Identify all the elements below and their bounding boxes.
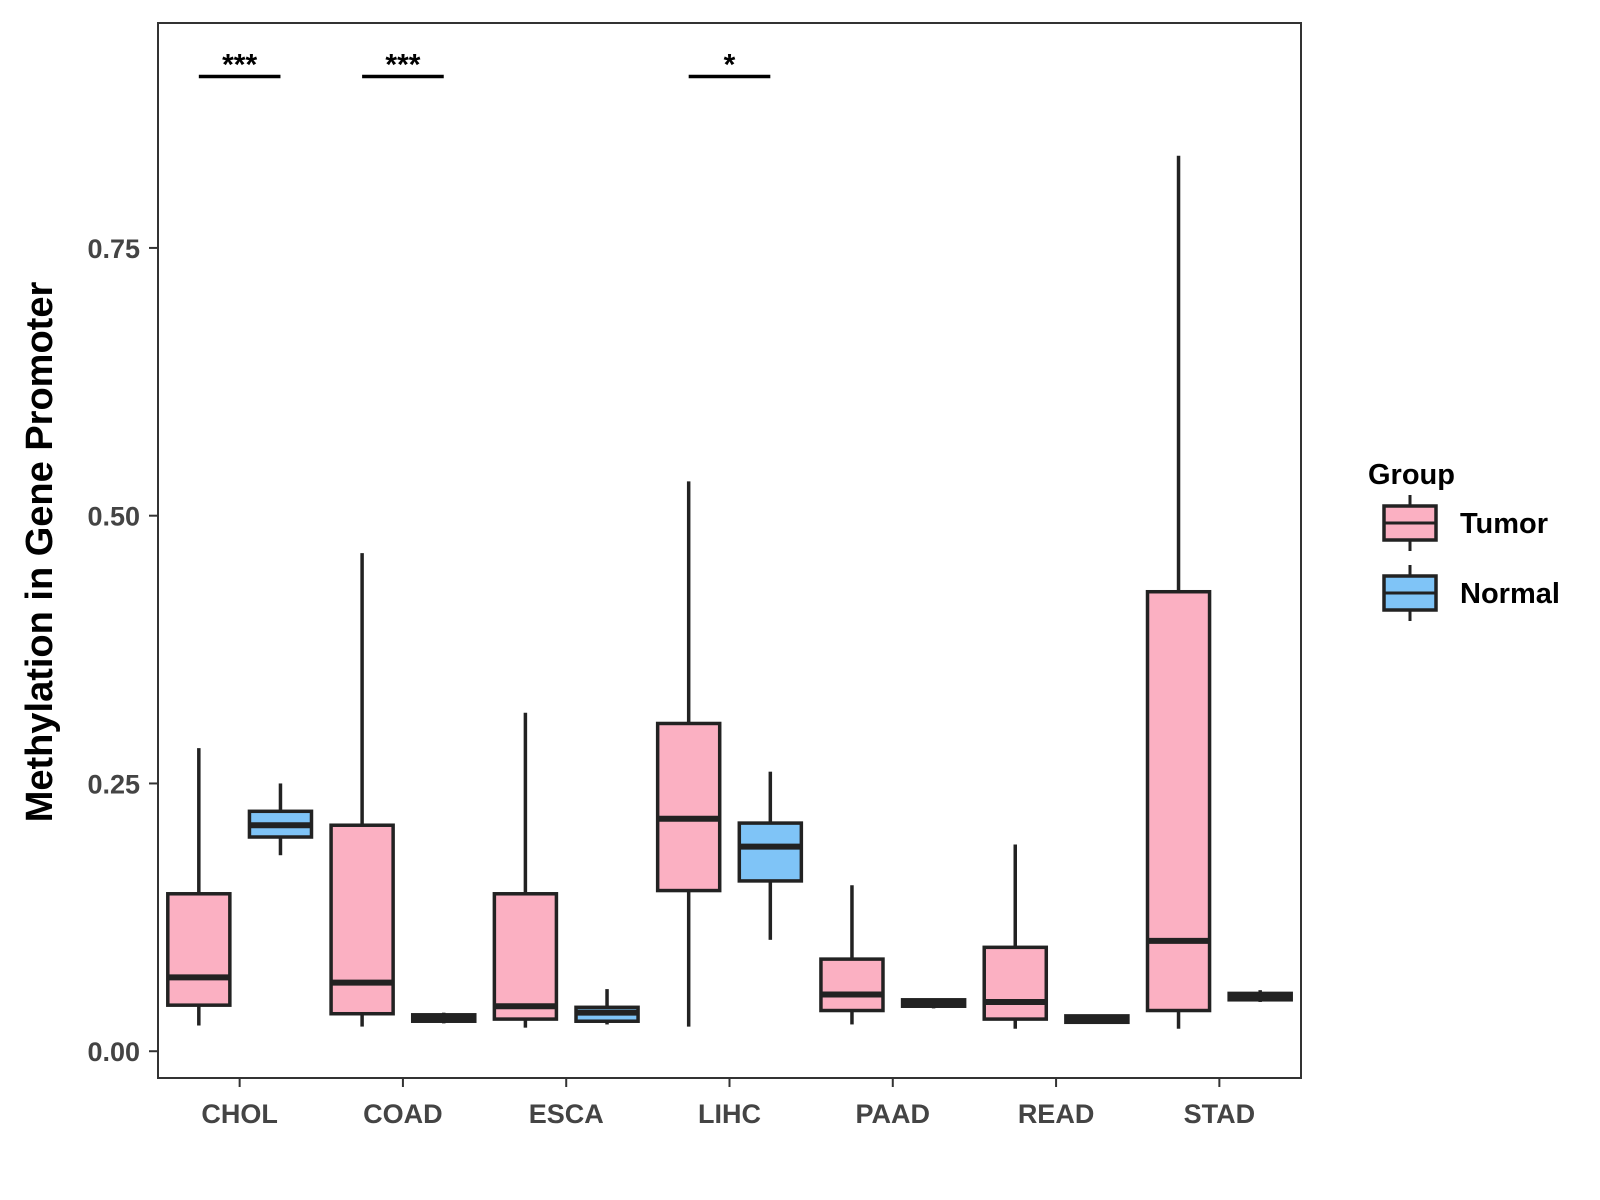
y-tick-label: 0.25 — [87, 769, 140, 799]
significance-label: * — [724, 49, 736, 82]
legend-label: Normal — [1460, 578, 1560, 610]
legend-item-normal: Normal — [1382, 565, 1560, 621]
y-tick-label: 0.75 — [87, 234, 140, 264]
x-tick-label: LIHC — [698, 1099, 761, 1129]
y-tick-label: 0.50 — [87, 502, 140, 532]
legend-title: Group — [1368, 459, 1455, 491]
x-tick-label: ESCA — [529, 1099, 604, 1129]
significance-label: *** — [222, 49, 257, 82]
box-normal-coad — [410, 1012, 477, 1024]
box-body — [492, 892, 559, 1021]
box-body — [819, 957, 885, 1013]
y-tick-label: 0.00 — [87, 1037, 140, 1067]
y-axis-title: Methylation in Gene Promoter — [19, 282, 61, 823]
box-tumor-paad — [819, 885, 885, 1025]
box-tumor-coad — [329, 553, 395, 1027]
x-tick-label: READ — [1018, 1099, 1095, 1129]
box-tumor-chol — [166, 748, 232, 1026]
x-tick-label: STAD — [1184, 1099, 1256, 1129]
box-normal-paad — [900, 998, 967, 1009]
box-body — [1145, 589, 1212, 1013]
x-tick-label: COAD — [363, 1099, 443, 1129]
box-tumor-lihc — [655, 481, 722, 1027]
box-normal-esca — [574, 989, 640, 1025]
x-tick-label: CHOL — [201, 1099, 278, 1129]
x-tick-label: PAAD — [856, 1099, 931, 1129]
box-tumor-read — [982, 844, 1049, 1029]
box-normal-chol — [247, 783, 314, 856]
significance-layer: *** *** * — [198, 49, 771, 82]
box-normal-lihc — [737, 771, 804, 940]
box-normal-read — [1064, 1014, 1130, 1025]
box-body — [982, 945, 1049, 1021]
box-normal-stad — [1227, 990, 1293, 1002]
box-tumor-stad — [1145, 155, 1212, 1029]
box-body — [166, 892, 232, 1007]
box-tumor-esca — [492, 712, 559, 1028]
box-body — [737, 821, 804, 883]
legend-item-tumor: Tumor — [1382, 495, 1548, 551]
legend: Group Tumor Normal — [1368, 459, 1560, 621]
boxes-layer — [166, 155, 1293, 1029]
legend-label: Tumor — [1460, 508, 1548, 540]
box-body — [655, 721, 722, 893]
y-axis: 0.00 0.25 0.50 0.75 — [87, 234, 158, 1067]
x-axis: CHOL COAD ESCA LIHC PAAD READ STAD — [201, 1078, 1255, 1129]
significance-label: *** — [385, 49, 420, 82]
